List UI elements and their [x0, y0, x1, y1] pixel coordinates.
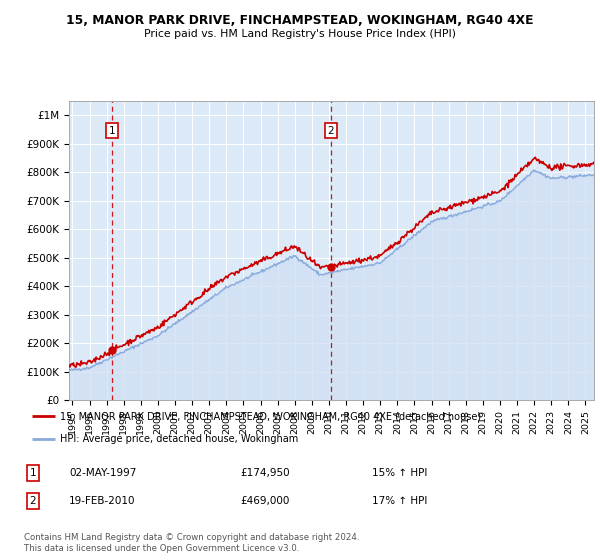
Text: Price paid vs. HM Land Registry's House Price Index (HPI): Price paid vs. HM Land Registry's House …: [144, 29, 456, 39]
Text: 15% ↑ HPI: 15% ↑ HPI: [372, 468, 427, 478]
Text: £469,000: £469,000: [240, 496, 289, 506]
Text: 15, MANOR PARK DRIVE, FINCHAMPSTEAD, WOKINGHAM, RG40 4XE: 15, MANOR PARK DRIVE, FINCHAMPSTEAD, WOK…: [66, 14, 534, 27]
Text: 1: 1: [29, 468, 37, 478]
Text: 15, MANOR PARK DRIVE, FINCHAMPSTEAD, WOKINGHAM, RG40 4XE (detached house): 15, MANOR PARK DRIVE, FINCHAMPSTEAD, WOK…: [60, 412, 481, 421]
Text: Contains HM Land Registry data © Crown copyright and database right 2024.
This d: Contains HM Land Registry data © Crown c…: [24, 533, 359, 553]
Text: £174,950: £174,950: [240, 468, 290, 478]
Text: 19-FEB-2010: 19-FEB-2010: [69, 496, 136, 506]
Text: 02-MAY-1997: 02-MAY-1997: [69, 468, 136, 478]
Text: 2: 2: [328, 126, 334, 136]
Text: HPI: Average price, detached house, Wokingham: HPI: Average price, detached house, Woki…: [60, 435, 299, 444]
Text: 1: 1: [109, 126, 116, 136]
Text: 2: 2: [29, 496, 37, 506]
Text: 17% ↑ HPI: 17% ↑ HPI: [372, 496, 427, 506]
